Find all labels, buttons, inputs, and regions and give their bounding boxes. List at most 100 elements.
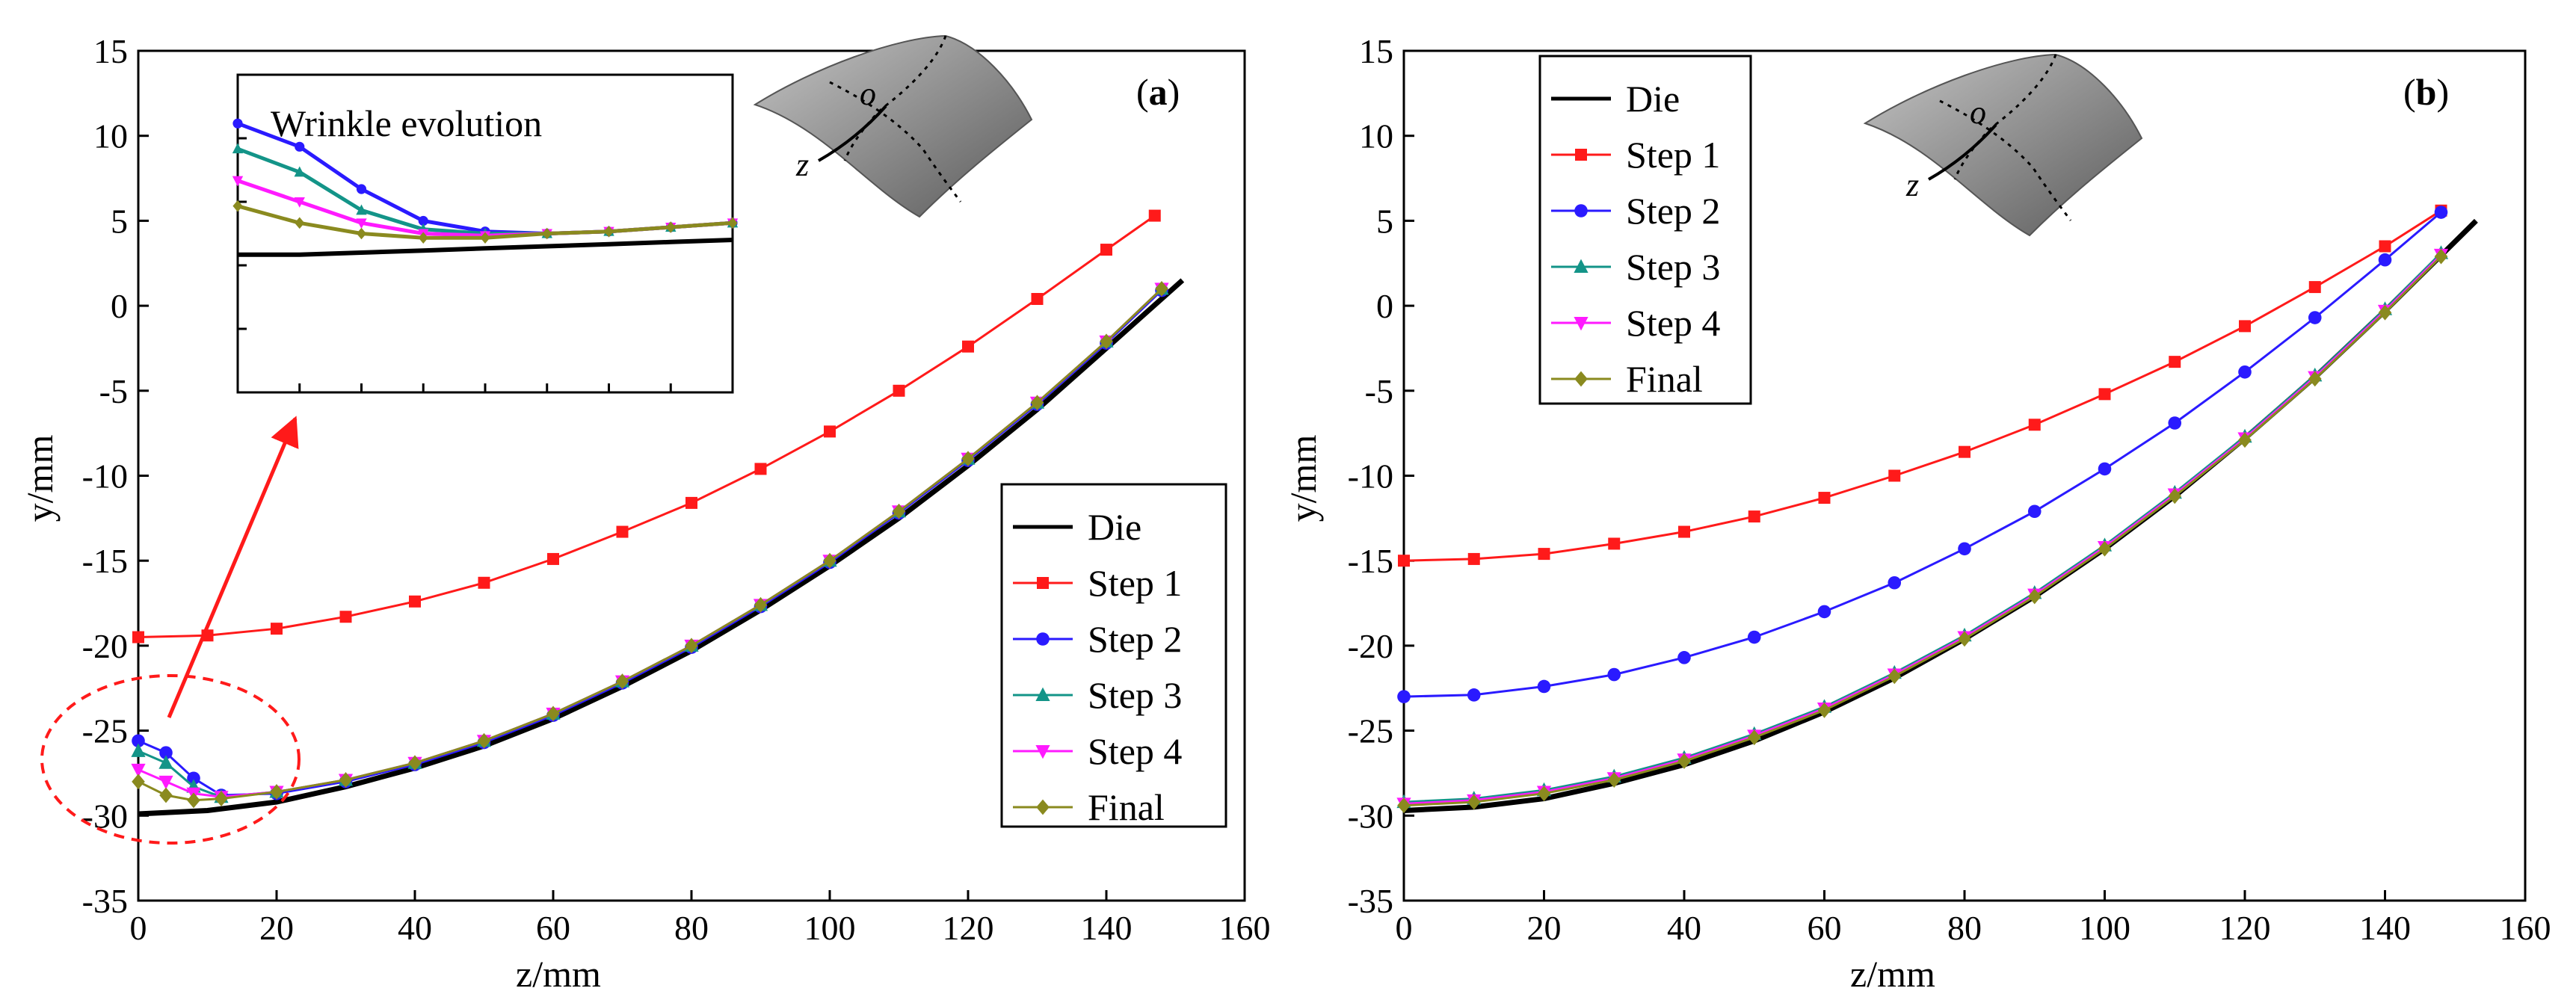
- y-tick-label: 10: [93, 117, 128, 155]
- panel-b-legend: Die Step 1 Step 2 Step 3 Step 4 Final: [1538, 55, 1752, 405]
- series-step-2-point-13: [2308, 311, 2322, 324]
- series-final-point-5: [339, 772, 353, 788]
- x-tick-label: 20: [1527, 909, 1562, 947]
- surface-dotted-curve-2: [1953, 54, 2057, 180]
- series-step-2-point-7: [1888, 575, 1902, 590]
- y-tick-label: 15: [1359, 32, 1393, 70]
- surface-shape: [753, 34, 1033, 218]
- x-tick-label: 100: [2079, 909, 2130, 947]
- y-tick-label: 0: [111, 287, 128, 325]
- legend-entry-die: Die: [1551, 78, 1680, 120]
- legend-entry-step-1: Step 1: [1551, 134, 1720, 176]
- series-step-2-point-5: [1747, 630, 1761, 644]
- series-step-1-point-3: [339, 611, 352, 623]
- panel-b-plot-frame: [1402, 49, 2527, 902]
- series-step-1-point-8: [685, 496, 697, 509]
- legend-entry-step-2-point-0: [1036, 632, 1050, 646]
- x-tick-label: 140: [2359, 909, 2411, 947]
- series-step-2-point-6: [1817, 605, 1831, 619]
- series-final: [132, 280, 1168, 809]
- inset-curve-final: [232, 200, 738, 244]
- series-final-point-0: [1397, 797, 1411, 814]
- series-step-1-point-0: [1398, 555, 1410, 567]
- legend-entry-step-1-label: Step 1: [1088, 562, 1182, 604]
- series-final-point-7: [1888, 668, 1902, 685]
- surface-shape: [1863, 53, 2143, 237]
- panel-b: 0 20 40 60 80 100 120 140 160-35-30-25-20-15-10-…: [1282, 32, 2551, 995]
- inset-curve-step-3-point-1: [294, 166, 305, 177]
- x-tick-label: 160: [1219, 909, 1271, 947]
- series-final-line: [1403, 256, 2442, 807]
- x-tick-label: 80: [1947, 909, 1982, 947]
- panel-b-ylabel: y/mm: [1282, 435, 1324, 522]
- panel-a-inset: Wrinkle evolution: [232, 73, 739, 394]
- y-tick-label: -20: [82, 627, 128, 665]
- legend-entry-step-3-label: Step 3: [1626, 246, 1720, 288]
- y-tick-label: 5: [111, 202, 128, 240]
- y-tick-label: -10: [82, 457, 128, 496]
- series-final-point-6: [1817, 702, 1831, 718]
- series-step-4-line: [1403, 253, 2442, 805]
- series-step-3-point-1: [158, 755, 173, 769]
- panel-a-xlabel: z/mm: [516, 953, 601, 995]
- series-final-point-0: [132, 774, 145, 790]
- y-tick-label: 0: [1376, 287, 1393, 325]
- series-step-2-point-2: [1537, 679, 1551, 694]
- legend-entry-step-3-point-0: [1574, 259, 1589, 273]
- series-step-2-point-8: [1958, 542, 1971, 556]
- legend-entry-step-3-point-0: [1035, 687, 1050, 701]
- x-tick-label: 120: [2219, 909, 2271, 947]
- legend-entry-step-4-label: Step 4: [1626, 302, 1720, 344]
- panel-a-plot-frame: [137, 49, 1246, 902]
- inset-curve-final-point-1: [295, 217, 305, 229]
- legend-entry-step-4: Step 4: [1013, 730, 1182, 772]
- series-step-1-point-9: [754, 463, 767, 475]
- series-final-point-3: [215, 791, 228, 806]
- legend-frame: [1538, 55, 1752, 405]
- inset-curve-step-2-point-0: [232, 118, 243, 129]
- surface-z-axis: [1928, 123, 1997, 181]
- legend-entry-step-2-point-0: [1574, 204, 1588, 217]
- legend-entry-step-1: Step 1: [1013, 562, 1182, 604]
- legend-entry-step-4-point-0: [1035, 745, 1050, 759]
- series-step-2-point-0: [1397, 690, 1411, 703]
- legend-entry-step-4-point-0: [1574, 317, 1589, 331]
- series-step-1-point-12: [962, 340, 974, 353]
- series-step-1-point-6: [547, 552, 559, 565]
- series-step-1: [132, 209, 1161, 643]
- series-step-1-line: [1403, 209, 2442, 562]
- y-tick-label: -10: [1348, 457, 1393, 496]
- series-final-point-15: [1030, 395, 1044, 411]
- series-step-2-point-1: [1467, 688, 1481, 702]
- x-tick-label: 100: [804, 909, 856, 947]
- series-final-point-1: [159, 787, 173, 803]
- series-final-point-1: [1467, 794, 1481, 810]
- x-tick-label: 60: [536, 909, 570, 947]
- inset-curve-step-4-point-1: [294, 197, 305, 208]
- y-tick-label: -15: [82, 542, 128, 580]
- surface-dotted-curve-1: [1939, 99, 2072, 221]
- legend-entry-step-2-label: Step 2: [1088, 618, 1182, 660]
- series-step-1-point-3: [1608, 537, 1621, 550]
- inset-curve-final-point-2: [356, 227, 367, 240]
- x-tick-label: 20: [259, 909, 294, 947]
- legend-entry-final-point-0: [1036, 799, 1050, 815]
- series-step-1-point-10: [824, 425, 836, 438]
- series-step-1-point-11: [2169, 356, 2181, 368]
- series-step-1-point-4: [409, 595, 421, 608]
- series-final-point-15: [2434, 248, 2448, 265]
- y-tick-label: -35: [1348, 882, 1393, 920]
- series-final-point-11: [2168, 488, 2182, 504]
- series-final-point-11: [754, 596, 768, 613]
- inset-curve-final-point-8: [727, 217, 738, 229]
- series-step-1-point-5: [1748, 510, 1760, 523]
- series-step-1-point-14: [2379, 240, 2391, 253]
- series-final-point-14: [961, 451, 975, 467]
- series-final-point-16: [1100, 333, 1113, 350]
- series-final-point-12: [823, 552, 836, 569]
- series-final-point-2: [187, 792, 200, 809]
- inset-curve-final-point-5: [542, 227, 552, 240]
- inset-curve-die-line: [238, 238, 733, 257]
- surface-origin-label: o: [860, 75, 876, 112]
- y-tick-label: -25: [82, 712, 128, 750]
